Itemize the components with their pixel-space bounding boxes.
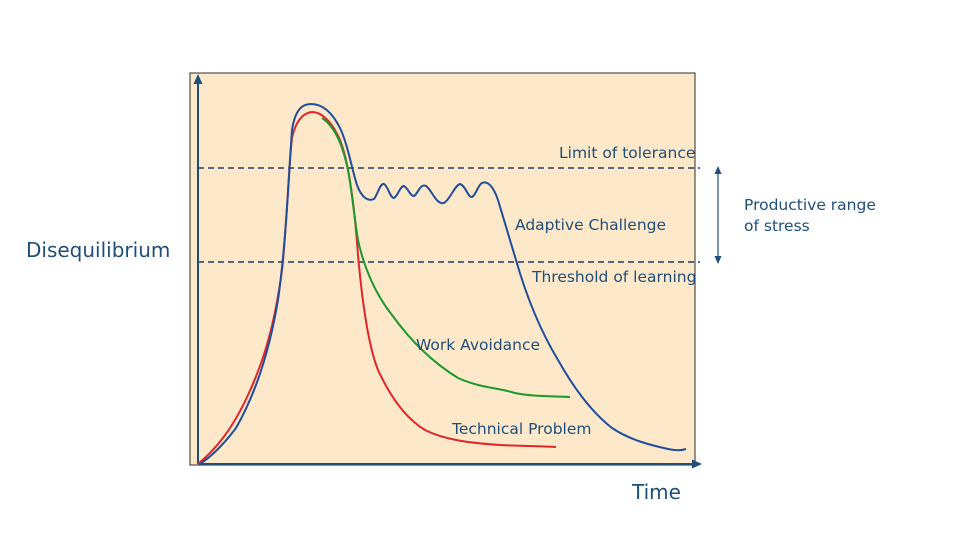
technical-problem-label: Technical Problem [452, 420, 592, 438]
productive-range-label: Productive range of stress [744, 195, 876, 237]
productive-range-line1: Productive range [744, 196, 876, 214]
adaptive-challenge-curve [199, 102, 687, 465]
y-axis-arrowhead [193, 74, 203, 84]
work-avoidance-curve [321, 117, 571, 398]
x-axis-arrowhead [692, 459, 702, 469]
adaptive-challenge-label: Adaptive Challenge [515, 216, 667, 234]
threshold-of-learning-label: Threshold of learning [532, 268, 697, 286]
chart-panel [189, 72, 696, 466]
limit-of-tolerance-label: Limit of tolerance [559, 144, 696, 162]
technical-problem-curve [197, 110, 557, 465]
work-avoidance-label: Work Avoidance [416, 336, 541, 354]
productive-range-arrow-up [714, 166, 722, 174]
productive-range-line2: of stress [744, 217, 810, 235]
y-axis-label: Disequilibrium [26, 238, 171, 262]
productive-range-arrow-down [714, 256, 722, 264]
x-axis-label: Time [632, 480, 681, 504]
